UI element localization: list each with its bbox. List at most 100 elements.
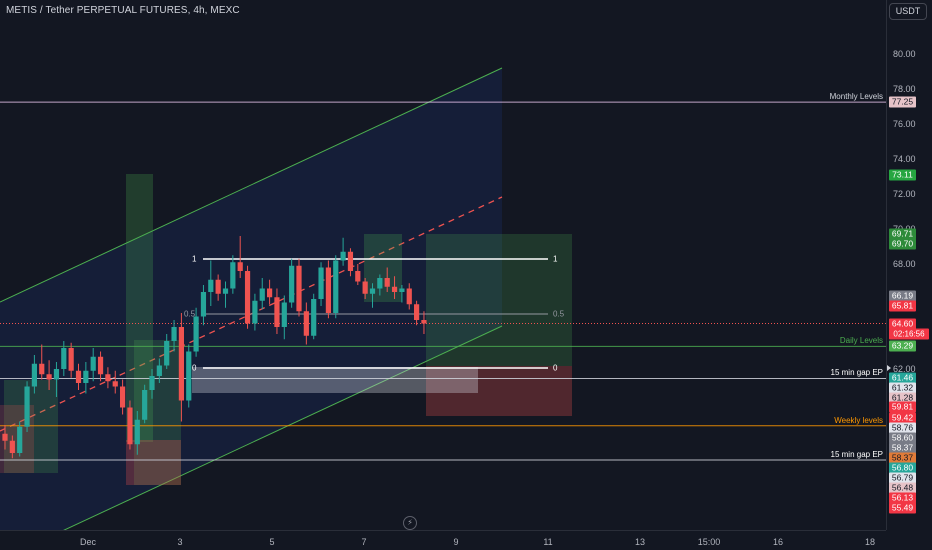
candle-body (267, 288, 273, 298)
candle-body (2, 433, 8, 441)
candle-body (318, 267, 324, 299)
daily-level-label: Daily Levels (839, 336, 883, 346)
tag-58-60: 58.60 (889, 432, 916, 444)
time-tick: 9 (453, 537, 459, 547)
lightning-icon[interactable]: ⚡ (403, 516, 417, 530)
price-tick: 68.00 (893, 259, 916, 269)
time-tick: 13 (634, 537, 646, 547)
fib-label-left: 0 (192, 363, 197, 373)
tag-55-49: 55.49 (889, 502, 916, 514)
chart-canvas[interactable] (0, 0, 886, 530)
gap-ep-lower-label: 15 min gap EP (830, 450, 883, 459)
candle-body (215, 279, 221, 294)
long-zone-3 (134, 340, 181, 485)
candle-body (149, 376, 155, 390)
candle-body (244, 271, 251, 324)
candle-body (252, 300, 258, 324)
short-zone-3 (426, 366, 572, 416)
monthly-level-label: Monthly Levels (829, 92, 883, 102)
fib-label-left: 1 (192, 254, 197, 264)
candle-body (193, 316, 199, 352)
time-axis[interactable]: Dec 3 5 7 9 11 13 15:00 16 18 (0, 530, 886, 550)
tag-countdown: 02:16:56 (889, 328, 929, 340)
candle-body (421, 320, 427, 324)
candle-body (24, 386, 30, 427)
fib-label-right: 0.5 (553, 309, 565, 319)
candle-body (333, 260, 339, 313)
tag-59-42: 59.42 (889, 412, 916, 424)
long-zone-1 (4, 380, 58, 473)
candle-body (377, 278, 383, 289)
candle-body (406, 288, 412, 305)
candle-body (120, 386, 126, 408)
price-tick: 80.00 (893, 49, 916, 59)
time-tick: 15:00 (697, 537, 721, 547)
candle-body (289, 265, 295, 303)
candle-body (399, 288, 405, 292)
candle-body (384, 278, 390, 287)
tag-monthly: 77.25 (889, 96, 916, 108)
candle-body (127, 407, 133, 445)
tag-73-11: 73.11 (889, 169, 916, 181)
tag-69-70: 69.70 (889, 238, 916, 250)
candle-body (97, 356, 104, 375)
candle-body (362, 281, 368, 294)
candle-body (61, 348, 67, 369)
candle-body (68, 348, 74, 371)
chart-pane[interactable]: METIS / Tether PERPETUAL FUTURES, 4h, ME… (0, 0, 886, 530)
time-tick: 18 (864, 537, 876, 547)
candle-body (391, 286, 398, 292)
tag-61-46: 61.46 (889, 372, 916, 384)
price-axis[interactable]: 80.0078.0076.0074.0072.0070.0068.0066.00… (886, 0, 932, 530)
price-tick: 74.00 (893, 154, 916, 164)
long-zone-5 (426, 234, 572, 366)
price-tick: 76.00 (893, 119, 916, 129)
fib-label-left: 0.5 (184, 309, 196, 319)
gap-zone (192, 367, 478, 393)
candle-body (105, 374, 111, 382)
candle-body (17, 426, 23, 453)
candle-body (340, 251, 346, 261)
candle-body (355, 271, 361, 282)
weekly-level-label: Weekly levels (834, 415, 883, 425)
channel-lower-line (63, 325, 503, 530)
candle-body (230, 262, 236, 289)
candle-body (164, 341, 170, 366)
candle-body (274, 297, 280, 327)
candle-body (208, 279, 214, 292)
tag-61-28: 61.28 (889, 392, 916, 404)
price-tick: 78.00 (893, 84, 916, 94)
candle-body (178, 327, 184, 401)
tag-daily: 63.29 (889, 340, 916, 352)
gap-ep-upper-label: 15 min gap EP (830, 368, 883, 378)
tag-56-13: 56.13 (889, 492, 916, 504)
tag-66-19: 66.19 (889, 290, 916, 302)
tag-weekly: 58.37 (889, 452, 916, 464)
candle-body (281, 302, 287, 327)
time-tick: Dec (79, 537, 97, 547)
long-zone-2 (126, 174, 153, 442)
candle-body (311, 299, 317, 336)
channel-fill (0, 68, 502, 530)
candle-body (31, 363, 37, 387)
candle-body (237, 262, 243, 271)
currency-button[interactable]: USDT (889, 3, 927, 20)
tag-65-81: 65.81 (889, 300, 916, 312)
candle-body (53, 369, 60, 380)
candle-body (9, 440, 15, 453)
time-tick: 11 (543, 537, 553, 547)
tag-last-price: 64.60 (889, 318, 916, 329)
tag-59-81: 59.81 (889, 401, 916, 413)
symbol-title: METIS / Tether PERPETUAL FUTURES, 4h, ME… (6, 5, 240, 16)
fib-label-right: 0 (553, 363, 558, 373)
candle-body (200, 292, 207, 317)
candle-body (369, 288, 376, 294)
candle-body (259, 288, 265, 301)
fib-label-right: 1 (553, 254, 558, 264)
candle-body (142, 390, 148, 420)
candle-body (303, 311, 309, 336)
candle-body (112, 381, 118, 387)
candle-body (134, 419, 140, 445)
candle-body (296, 265, 302, 312)
time-tick: 5 (269, 537, 275, 547)
